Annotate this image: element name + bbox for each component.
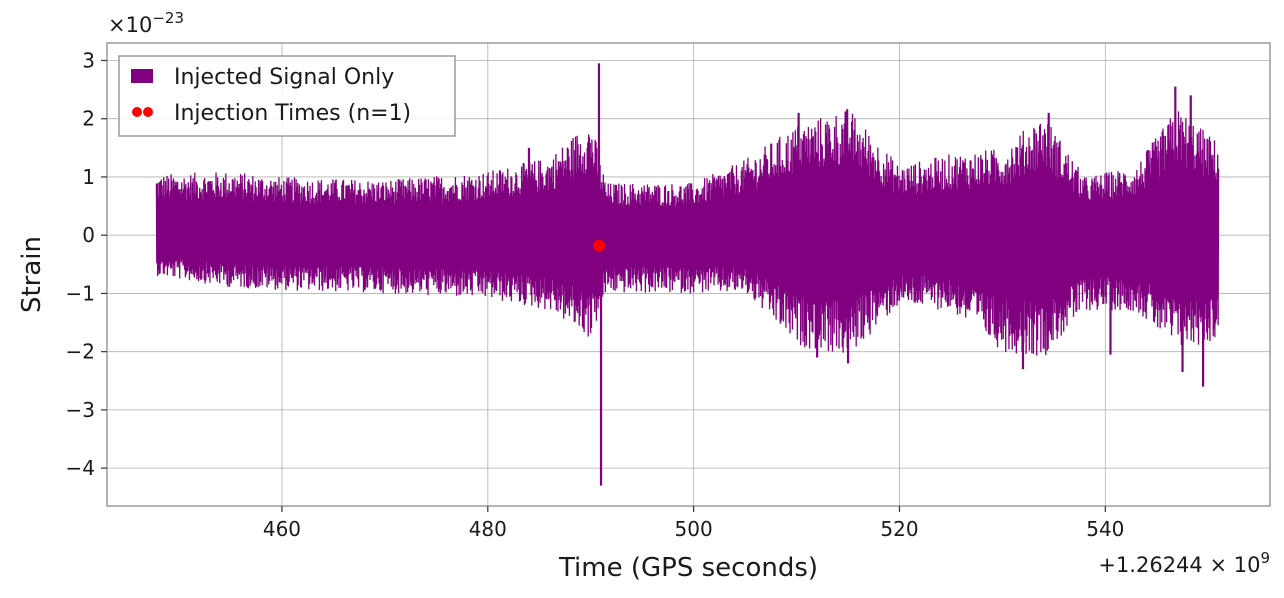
x-offset-label: +1.26244 × 109 bbox=[1098, 549, 1270, 577]
y-tick-label: 3 bbox=[82, 48, 95, 72]
y-scale-exponent: −23 bbox=[152, 9, 184, 27]
x-offset-exponent: 9 bbox=[1260, 549, 1270, 567]
injection-markers bbox=[592, 239, 605, 252]
x-tick-label: 480 bbox=[469, 517, 507, 541]
plot-frame bbox=[106, 42, 1271, 507]
x-axis-ticks: 460 480 500 520 540 bbox=[263, 506, 1124, 541]
y-tick-label: 1 bbox=[82, 165, 95, 189]
legend-marker-injection-a bbox=[132, 107, 142, 117]
y-tick-label: 2 bbox=[82, 107, 95, 131]
y-scale-multiplier: ×10−23 bbox=[108, 9, 184, 37]
x-offset-base: +1.26244 × 10 bbox=[1098, 553, 1260, 577]
x-tick-label: 520 bbox=[880, 517, 918, 541]
signal-line bbox=[155, 109, 1220, 356]
legend-label-injected-signal: Injected Signal Only bbox=[174, 65, 394, 90]
y-scale-base: ×10 bbox=[108, 13, 152, 37]
legend-box bbox=[118, 55, 456, 137]
legend-swatch-injected-signal bbox=[131, 69, 153, 83]
y-tick-label: −3 bbox=[66, 398, 95, 422]
legend: Injected Signal Only Injection Times (n=… bbox=[118, 55, 456, 137]
legend-label-injection-times: Injection Times (n=1) bbox=[174, 101, 411, 126]
injection-point bbox=[592, 239, 605, 252]
x-tick-label: 540 bbox=[1086, 517, 1124, 541]
x-axis-label: Time (GPS seconds) bbox=[558, 553, 818, 583]
x-tick-label: 500 bbox=[675, 517, 713, 541]
y-axis-label: Strain bbox=[17, 236, 47, 313]
x-tick-label: 460 bbox=[263, 517, 301, 541]
y-tick-label: −2 bbox=[66, 340, 95, 364]
legend-marker-injection-b bbox=[143, 107, 153, 117]
series-injected-signal bbox=[155, 63, 1220, 486]
y-tick-label: −1 bbox=[66, 281, 95, 305]
y-axis-ticks: 3 2 1 0 −1 −2 −3 −4 bbox=[66, 48, 107, 480]
y-tick-label: 0 bbox=[82, 223, 95, 247]
y-tick-label: −4 bbox=[66, 456, 95, 480]
